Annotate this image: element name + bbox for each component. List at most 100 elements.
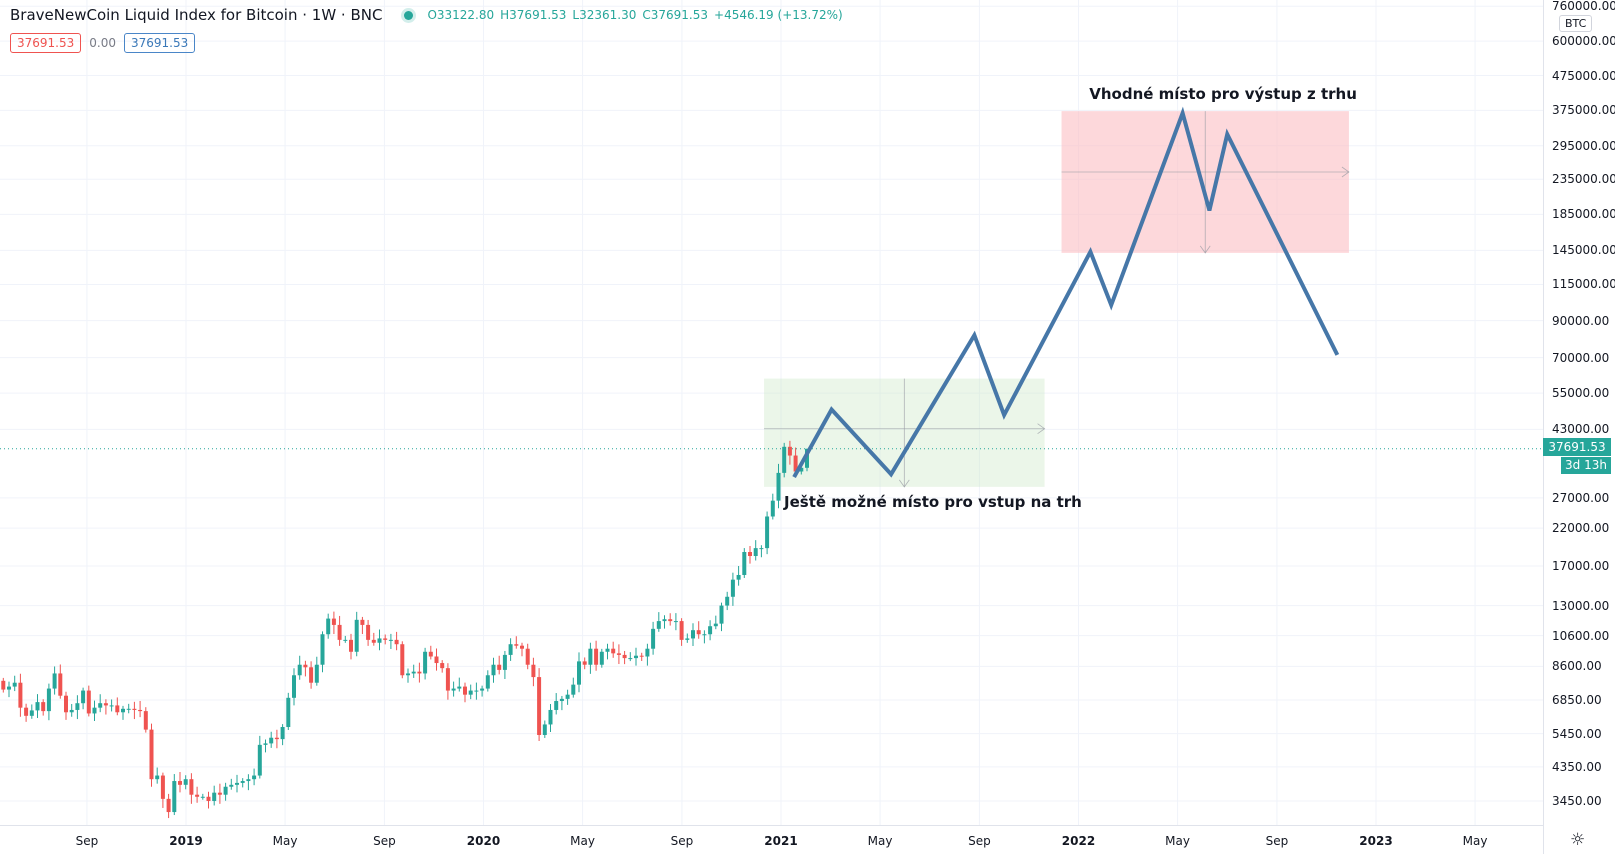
- candle-body: [423, 651, 428, 674]
- candle-body: [52, 673, 57, 689]
- candle: [109, 699, 114, 712]
- buy-button[interactable]: 37691.53: [123, 33, 196, 53]
- price-tick-label: 90000.00: [1552, 313, 1610, 328]
- candle: [514, 636, 519, 649]
- candle-body: [337, 624, 342, 640]
- candle-body: [349, 639, 353, 652]
- candle-body: [702, 634, 707, 636]
- time-tick-label: Sep: [75, 834, 99, 848]
- candle-body: [782, 446, 787, 473]
- candle-body: [730, 579, 735, 597]
- candle: [423, 647, 428, 680]
- candle-body: [565, 694, 570, 699]
- candle: [440, 660, 445, 673]
- candle-body: [46, 688, 51, 712]
- chart-header: BraveNewCoin Liquid Index for Bitcoin · …: [10, 6, 849, 24]
- candle-body: [24, 707, 29, 716]
- projection-path[interactable]: [792, 106, 1340, 479]
- candle-body: [616, 653, 621, 655]
- time-tick-label: Sep: [968, 834, 991, 848]
- candle-body: [537, 677, 542, 735]
- entry-zone-arrow-down-icon: [898, 479, 910, 488]
- entry-zone-label[interactable]: Ještě možné místo pro vstup na trh: [784, 492, 1082, 511]
- candle: [297, 655, 302, 680]
- price-chart[interactable]: [0, 0, 1543, 825]
- candle: [770, 493, 775, 520]
- candle-body: [263, 743, 268, 745]
- price-tick-label: 475000.00: [1552, 68, 1615, 83]
- candle-body: [748, 552, 752, 557]
- candle-body: [58, 673, 63, 696]
- candle-body: [525, 648, 530, 665]
- price-tick-label: 600000.00: [1552, 34, 1615, 49]
- candle-body: [662, 619, 667, 622]
- spread-value: 0.00: [89, 36, 116, 50]
- settings-gear-icon[interactable]: ☼: [1570, 830, 1586, 850]
- candle-body: [292, 675, 296, 698]
- candle-body: [75, 703, 80, 710]
- price-tick-label: 70000.00: [1552, 350, 1610, 365]
- candle: [639, 652, 644, 661]
- time-tick-label: May: [1462, 834, 1488, 848]
- candle: [634, 647, 638, 666]
- candle-body: [320, 634, 325, 665]
- candle: [531, 657, 536, 687]
- candle: [685, 633, 690, 643]
- candle: [748, 546, 752, 564]
- candle-body: [759, 548, 764, 550]
- candle-body: [406, 673, 410, 676]
- candle: [326, 613, 331, 639]
- candle: [280, 724, 285, 746]
- currency-badge[interactable]: BTC: [1559, 15, 1593, 32]
- candle-body: [64, 695, 68, 713]
- candle: [662, 615, 667, 629]
- time-axis[interactable]: Sep 2019 May Sep 2020 May Sep 2021 May Sep 2022 May…: [0, 825, 1543, 855]
- candle-body: [685, 638, 690, 640]
- candle-body: [599, 651, 604, 665]
- candle: [320, 631, 325, 673]
- candle: [337, 615, 342, 646]
- candle: [81, 687, 86, 710]
- candle-body: [18, 682, 23, 708]
- candle: [274, 729, 279, 749]
- candle: [605, 643, 610, 660]
- sell-button[interactable]: 37691.53: [10, 33, 82, 53]
- candle: [286, 692, 291, 730]
- candle: [428, 645, 433, 660]
- time-tick-label: 2023: [1359, 834, 1393, 848]
- candle: [349, 633, 353, 660]
- price-tick-label: 22000.00: [1552, 521, 1610, 536]
- candle: [713, 615, 718, 630]
- candle: [765, 511, 770, 555]
- candle-body: [485, 675, 490, 689]
- candle: [115, 697, 120, 716]
- price-tick-label: 760000.00: [1552, 0, 1615, 14]
- time-tick-label: 2019: [169, 834, 203, 848]
- time-tick-label: Sep: [373, 834, 396, 848]
- candle-body: [531, 664, 536, 678]
- candle-body: [491, 664, 496, 676]
- candle-body: [195, 794, 200, 797]
- candle: [463, 682, 467, 703]
- candle: [18, 673, 23, 717]
- time-tick-label: May: [867, 834, 893, 848]
- candle: [331, 611, 336, 635]
- candle-body: [622, 654, 627, 659]
- candle-body: [126, 708, 131, 710]
- candle: [759, 545, 764, 558]
- candle-body: [7, 686, 11, 690]
- grid: [0, 0, 1543, 825]
- symbol-title[interactable]: BraveNewCoin Liquid Index for Bitcoin · …: [10, 6, 383, 24]
- candle-body: [115, 705, 120, 713]
- price-tick-label: 145000.00: [1552, 243, 1615, 258]
- candle-body: [480, 688, 485, 691]
- candle-body: [103, 703, 108, 706]
- exit-zone-label[interactable]: Vhodné místo pro výstup z trhu: [1089, 85, 1357, 104]
- candle: [121, 705, 125, 720]
- candle: [195, 786, 200, 803]
- candle: [588, 642, 593, 674]
- candle: [46, 683, 51, 721]
- candle: [103, 699, 108, 715]
- candle-body: [69, 709, 74, 713]
- candle: [736, 566, 741, 586]
